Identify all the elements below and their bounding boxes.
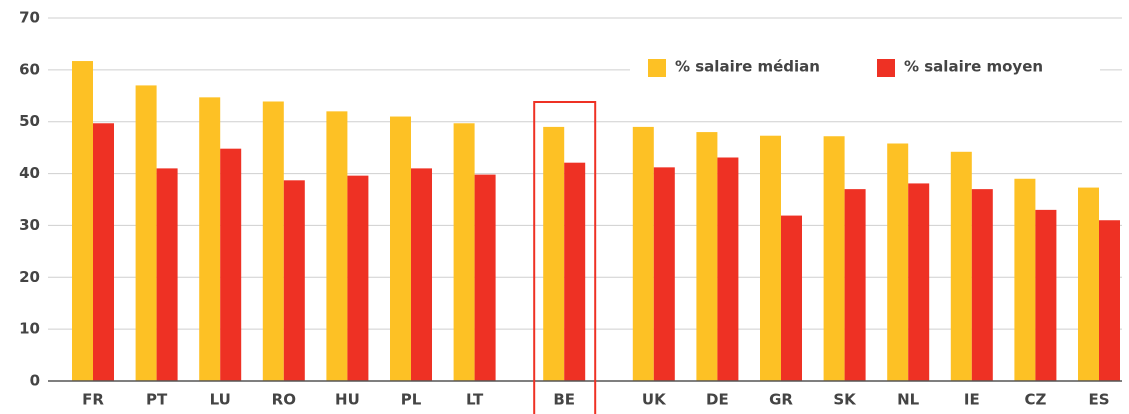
y-tick-label: 30 (19, 216, 40, 234)
x-tick-label: UK (642, 391, 667, 409)
x-tick-label: IE (964, 391, 980, 409)
bar (887, 143, 909, 381)
x-tick-label: SK (833, 391, 857, 409)
bar (72, 61, 93, 381)
y-tick-label: 40 (19, 164, 40, 182)
bar (950, 151, 972, 381)
x-tick-label: BE (553, 391, 575, 409)
bar (220, 148, 242, 381)
bar (283, 180, 305, 381)
bar (971, 189, 993, 381)
y-tick-label: 0 (30, 372, 40, 390)
bar (543, 126, 565, 382)
x-tick-label: PL (401, 391, 422, 409)
x-tick-label: PT (146, 391, 168, 409)
bar (717, 157, 739, 381)
legend: % salaire médian % salaire moyen (630, 50, 1100, 86)
legend-label: % salaire médian (675, 58, 820, 76)
bar (908, 183, 930, 381)
x-tick-label: RO (272, 391, 296, 409)
y-tick-label: 20 (19, 268, 40, 286)
bar (1035, 209, 1057, 381)
bar (347, 175, 369, 381)
legend-swatch (648, 59, 666, 77)
bar (135, 85, 157, 382)
bar (262, 101, 284, 382)
x-tick-label: HU (335, 391, 360, 409)
x-tick-label: GR (769, 391, 793, 409)
bar (1078, 187, 1099, 381)
highlight-box (533, 101, 597, 414)
bar (453, 123, 475, 382)
x-tick-label: ES (1088, 391, 1109, 409)
bar (653, 167, 675, 381)
bar (411, 168, 432, 381)
x-tick-label: LU (210, 391, 231, 409)
y-tick-label: 60 (19, 60, 40, 78)
bar (474, 174, 496, 381)
legend-label: % salaire moyen (904, 58, 1043, 76)
bar (696, 132, 718, 381)
bar (93, 123, 114, 382)
legend-background (630, 50, 1100, 86)
bar (781, 215, 802, 381)
x-tick-label: NL (897, 391, 920, 409)
y-tick-label: 50 (19, 112, 40, 130)
bar (199, 97, 221, 381)
x-tick-label: DE (706, 391, 729, 409)
bar (844, 189, 866, 381)
x-tick-label: CZ (1024, 391, 1046, 409)
bar (1099, 220, 1120, 381)
legend-swatch (877, 59, 895, 77)
bar (632, 126, 654, 382)
bar (1014, 178, 1036, 381)
bar (156, 168, 178, 381)
y-tick-label: 70 (19, 9, 40, 27)
y-tick-label: 10 (19, 320, 40, 338)
bar (823, 136, 845, 381)
bar (760, 135, 781, 381)
x-tick-label: FR (82, 391, 104, 409)
x-tick-label: LT (466, 391, 484, 409)
bar (390, 116, 411, 382)
bar (564, 162, 586, 381)
bar (326, 111, 348, 381)
